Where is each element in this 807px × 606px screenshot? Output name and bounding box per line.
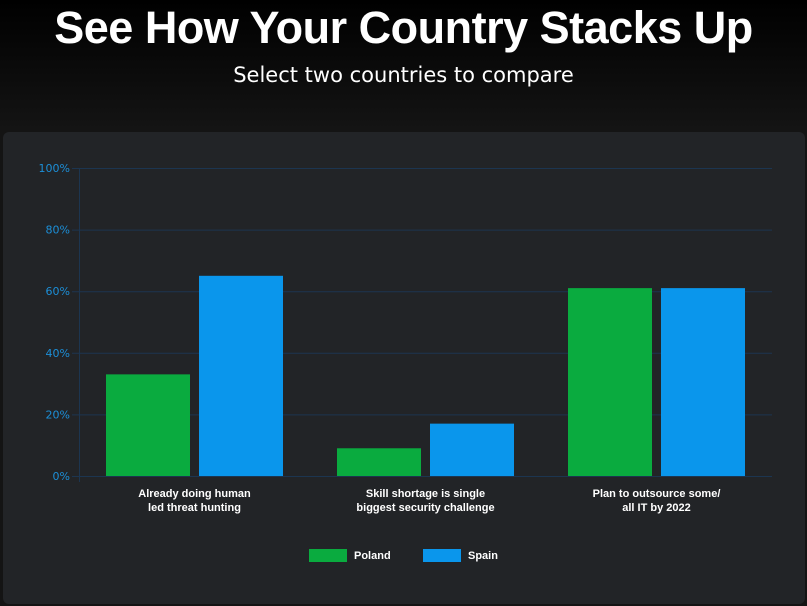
x-category-label: biggest security challenge bbox=[356, 502, 494, 514]
bar-poland bbox=[568, 288, 652, 476]
y-tick-label: 100% bbox=[39, 162, 70, 175]
bar-spain bbox=[199, 275, 283, 476]
y-tick-label: 20% bbox=[46, 408, 70, 421]
y-tick-label: 80% bbox=[46, 224, 70, 237]
x-category-label: Skill shortage is single bbox=[366, 488, 485, 500]
legend-label-spain: Spain bbox=[468, 550, 498, 562]
page-title: See How Your Country Stacks Up bbox=[54, 2, 753, 53]
y-tick-label: 0% bbox=[53, 470, 70, 483]
x-category-label: Plan to outsource some/ bbox=[593, 488, 721, 500]
bar-spain bbox=[661, 288, 745, 476]
x-category-label: Already doing human bbox=[138, 488, 251, 500]
y-tick-label: 40% bbox=[46, 347, 70, 360]
legend-swatch-spain bbox=[423, 549, 461, 562]
x-category-label: all IT by 2022 bbox=[622, 502, 690, 514]
legend-label-poland: Poland bbox=[354, 550, 391, 562]
bar-poland bbox=[337, 448, 421, 476]
x-category-label: led threat hunting bbox=[148, 502, 241, 514]
page-subtitle: Select two countries to compare bbox=[233, 63, 574, 87]
bar-poland bbox=[106, 374, 190, 476]
bar-spain bbox=[430, 423, 514, 476]
legend-swatch-poland bbox=[309, 549, 347, 562]
y-tick-label: 60% bbox=[46, 285, 70, 298]
